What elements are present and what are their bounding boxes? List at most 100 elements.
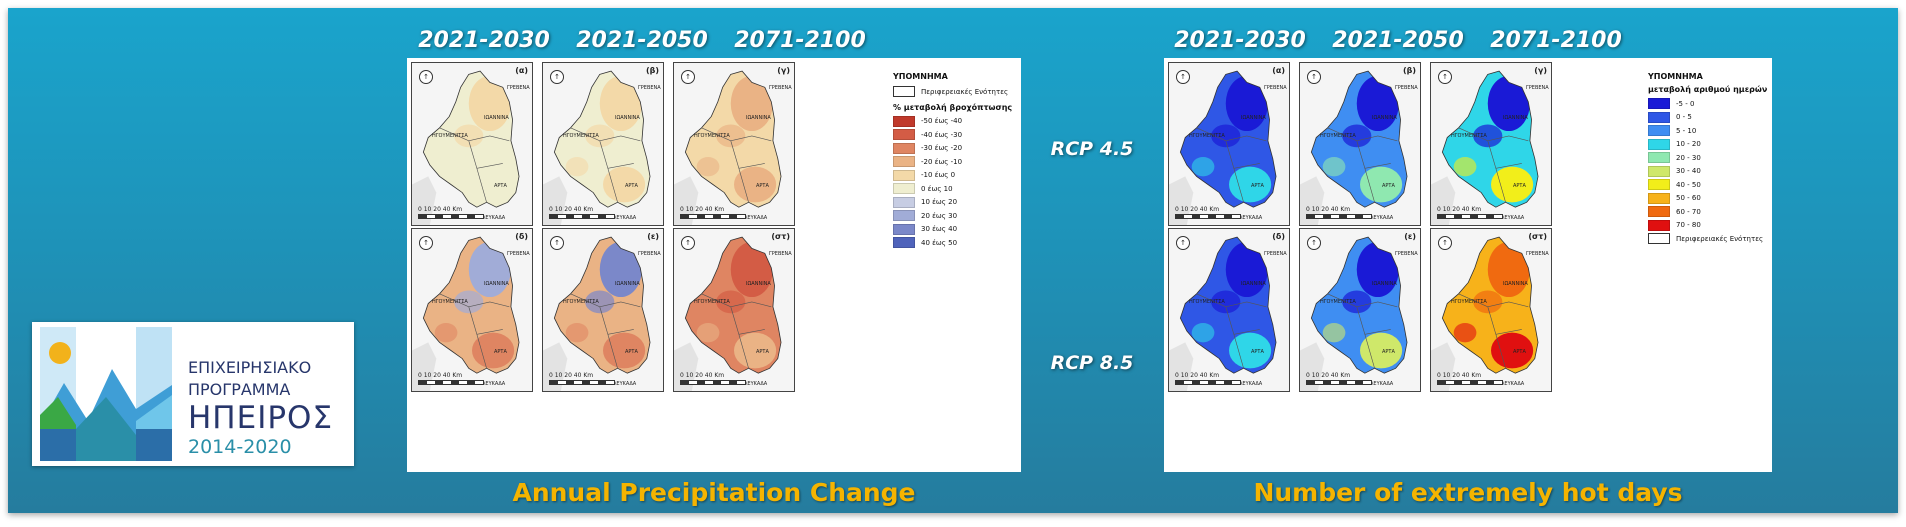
legend-item: -10 έως 0: [893, 169, 1019, 183]
scale-bar: 0 10 20 40 Km: [1437, 206, 1503, 219]
scale-bar: 0 10 20 40 Km: [1175, 372, 1241, 385]
legend-item-label: 30 έως 40: [921, 225, 958, 234]
legend-subtitle: % μεταβολή βροχόπτωσης: [893, 102, 1013, 112]
map-shape: [674, 63, 794, 225]
legend-swatch: [893, 129, 915, 141]
hot-map-panel: (στ) ↑ ΓΡΕΒΕΝΑ ΙΩΑΝΝΙΝΑ ΗΓΟΥΜΕΝΙΤΣΑ ΑΡΤΑ ΛΕΥΚΑ…: [1430, 228, 1552, 392]
place-label-ioannina: ΙΩΑΝΝΙΝΑ: [1372, 281, 1397, 287]
scale-bar: 0 10 20 40 Km: [1175, 206, 1241, 219]
scale-bar: 0 10 20 40 Km: [418, 372, 484, 385]
scale-label: 0 10 20 40 Km: [1437, 206, 1482, 213]
scale-bar-graphic: [1175, 380, 1241, 385]
place-label-igoumenitsa: ΗΓΟΥΜΕΝΙΤΣΑ: [1320, 299, 1356, 305]
north-arrow-icon: ↑: [1438, 236, 1452, 250]
scale-label: 0 10 20 40 Km: [418, 206, 463, 213]
panel-letter: (β): [645, 66, 659, 75]
place-label-ioannina: ΙΩΑΝΝΙΝΑ: [1241, 281, 1266, 287]
place-label-arta: ΑΡΤΑ: [494, 183, 507, 189]
legend-swatch: [1648, 138, 1670, 150]
scale-bar-graphic: [680, 214, 746, 219]
panel-letter: (στ): [771, 232, 790, 241]
programme-logo: ΕΠΙΧΕΙΡΗΣΙΑΚΟ ΠΡΟΓΡΑΜΜΑ ΗΠΕΙΡΟΣ 2014-202…: [32, 322, 354, 466]
legend-item-label: 20 - 30: [1676, 153, 1701, 162]
map-shape: [1169, 63, 1289, 225]
scale-label: 0 10 20 40 Km: [549, 372, 594, 379]
place-label-lefkada: ΛΕΥΚΑΔΑ: [1501, 215, 1525, 221]
north-arrow-icon: ↑: [419, 70, 433, 84]
place-label-igoumenitsa: ΗΓΟΥΜΕΝΙΤΣΑ: [1189, 133, 1225, 139]
legend-swatch: [893, 142, 915, 154]
precip-map-panel: (στ) ↑ ΓΡΕΒΕΝΑ ΙΩΑΝΝΙΝΑ ΗΓΟΥΜΕΝΙΤΣΑ ΑΡΤΑ ΛΕΥΚΑ…: [673, 228, 795, 392]
north-arrow-icon: ↑: [1176, 236, 1190, 250]
panel-letter: (στ): [1528, 232, 1547, 241]
hot-map-panel: (ε) ↑ ΓΡΕΒΕΝΑ ΙΩΑΝΝΙΝΑ ΗΓΟΥΜΕΝΙΤΣΑ ΑΡΤΑ ΛΕΥΚΑΔ…: [1299, 228, 1421, 392]
place-label-grevena: ΓΡΕΒΕΝΑ: [769, 85, 792, 91]
place-label-grevena: ΓΡΕΒΕΝΑ: [638, 85, 661, 91]
hot-days-figure: ΥΠΟΜΝΗΜΑ μεταβολή αριθμού ημερών -5 - 0 0…: [1164, 58, 1772, 472]
map-shape: [674, 229, 794, 391]
legend-item: 30 - 40: [1648, 165, 1770, 179]
logo-years: 2014-2020: [188, 436, 292, 458]
north-arrow-icon: ↑: [1307, 236, 1321, 250]
scale-bar-graphic: [1175, 214, 1241, 219]
panel-letter: (ε): [647, 232, 659, 241]
map-shape: [1169, 229, 1289, 391]
place-label-igoumenitsa: ΗΓΟΥΜΕΝΙΤΣΑ: [1189, 299, 1225, 305]
map-shape: [543, 63, 663, 225]
scale-label: 0 10 20 40 Km: [680, 372, 725, 379]
legend-swatch: [1648, 111, 1670, 123]
scale-bar: 0 10 20 40 Km: [680, 372, 746, 385]
legend-item: 10 έως 20: [893, 196, 1019, 210]
map-shape: [412, 229, 532, 391]
place-label-ioannina: ΙΩΑΝΝΙΝΑ: [1503, 115, 1528, 121]
legend-item-label: -30 έως -20: [921, 144, 963, 153]
period-header-1: 2021-2030: [418, 28, 550, 53]
legend-title: ΥΠΟΜΝΗΜΑ: [893, 72, 948, 81]
period-header-3: 2071-2100: [734, 28, 866, 53]
panel-letter: (δ): [515, 232, 528, 241]
legend-item-label: -40 έως -30: [921, 130, 963, 139]
logo-line-3: ΗΠΕΙΡΟΣ: [188, 400, 334, 436]
legend-swatch: [893, 237, 915, 249]
panel-letter: (δ): [1272, 232, 1285, 241]
legend-item-label: 60 - 70: [1676, 207, 1701, 216]
map-shape: [1431, 229, 1551, 391]
legend-swatch: [893, 210, 915, 222]
north-arrow-icon: ↑: [550, 70, 564, 84]
legend-item-label: 40 - 50: [1676, 180, 1701, 189]
legend-item-label: 40 έως 50: [921, 238, 958, 247]
scale-bar: 0 10 20 40 Km: [549, 206, 615, 219]
map-shape: [1431, 63, 1551, 225]
legend-subtitle: μεταβολή αριθμού ημερών: [1648, 85, 1768, 94]
place-label-grevena: ΓΡΕΒΕΝΑ: [507, 251, 530, 257]
boundary-swatch: [1648, 233, 1670, 245]
legend-swatch: [1648, 152, 1670, 164]
legend-item-label: -5 - 0: [1676, 99, 1695, 108]
place-label-arta: ΑΡΤΑ: [494, 349, 507, 355]
scale-bar-graphic: [1437, 214, 1503, 219]
scale-bar-graphic: [1437, 380, 1503, 385]
legend-item: -40 έως -30: [893, 128, 1019, 142]
scale-label: 0 10 20 40 Km: [549, 206, 594, 213]
scale-bar-graphic: [1306, 380, 1372, 385]
legend-boundary-label: Περιφερειακές Ενότητες: [921, 87, 1009, 96]
place-label-grevena: ΓΡΕΒΕΝΑ: [507, 85, 530, 91]
legend-swatch: [1648, 206, 1670, 218]
place-label-igoumenitsa: ΗΓΟΥΜΕΝΙΤΣΑ: [432, 133, 468, 139]
hot-map-panel: (α) ↑ ΓΡΕΒΕΝΑ ΙΩΑΝΝΙΝΑ ΗΓΟΥΜΕΝΙΤΣΑ ΑΡΤΑ ΛΕΥΚΑΔ…: [1168, 62, 1290, 226]
place-label-ioannina: ΙΩΑΝΝΙΝΑ: [1241, 115, 1266, 121]
legend-item-label: -20 έως -10: [921, 157, 963, 166]
place-label-arta: ΑΡΤΑ: [1251, 349, 1264, 355]
legend-swatch: [893, 183, 915, 195]
place-label-lefkada: ΛΕΥΚΑΔΑ: [744, 215, 768, 221]
panel-letter: (β): [1402, 66, 1416, 75]
place-label-arta: ΑΡΤΑ: [1382, 183, 1395, 189]
place-label-ioannina: ΙΩΑΝΝΙΝΑ: [484, 281, 509, 287]
place-label-lefkada: ΛΕΥΚΑΔΑ: [1239, 215, 1263, 221]
map-shape: [1300, 63, 1420, 225]
place-label-igoumenitsa: ΗΓΟΥΜΕΝΙΤΣΑ: [432, 299, 468, 305]
scenario-label-rcp45: RCP 4.5: [1050, 138, 1134, 160]
legend-item: 40 έως 50: [893, 236, 1019, 250]
place-label-lefkada: ΛΕΥΚΑΔΑ: [482, 215, 506, 221]
scale-bar: 0 10 20 40 Km: [549, 372, 615, 385]
